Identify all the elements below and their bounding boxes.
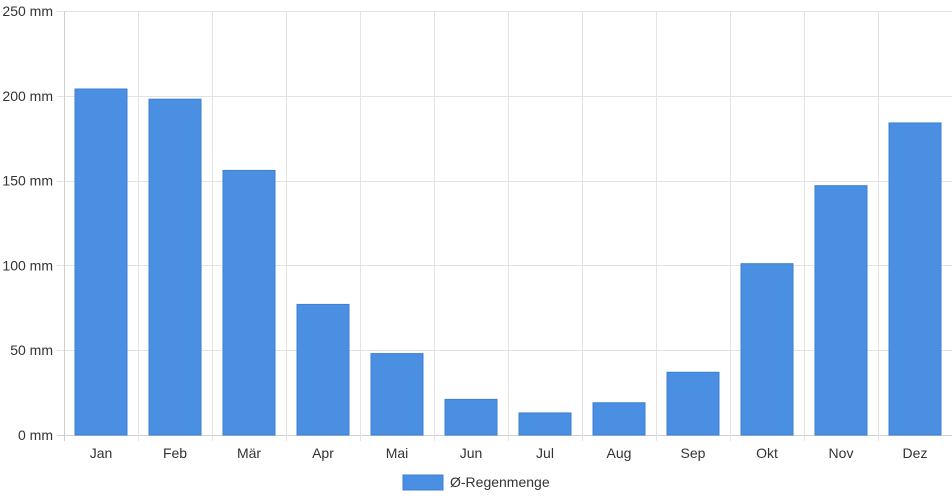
x-tick-label: Mai (386, 445, 409, 461)
bar-nov[interactable] (814, 185, 868, 436)
bar-sep[interactable] (666, 371, 720, 436)
legend[interactable]: Ø-Regenmenge (402, 474, 550, 491)
legend-label[interactable]: Ø-Regenmenge (450, 474, 550, 490)
bar-feb[interactable] (148, 98, 202, 436)
x-tick-label: Mär (237, 445, 261, 461)
x-tick-label: Nov (829, 445, 854, 461)
bar-series (74, 88, 942, 436)
y-tick-label: 150 mm (2, 173, 53, 189)
bar-aug[interactable] (592, 402, 646, 436)
bar-mai[interactable] (370, 353, 424, 436)
y-tick-label: 250 mm (2, 3, 53, 19)
x-tick-label: Sep (681, 445, 706, 461)
x-tick-label: Jul (536, 445, 554, 461)
x-axis-ticks: Jan Feb Mär Apr Mai Jun Jul Aug Sep Okt Nov Dez (90, 445, 928, 461)
x-tick-label: Jan (90, 445, 113, 461)
x-tick-label: Feb (163, 445, 187, 461)
y-tick-label: 200 mm (2, 88, 53, 104)
grid-lines (57, 11, 952, 441)
bar-apr[interactable] (296, 303, 350, 436)
bar-jan[interactable] (74, 88, 128, 436)
x-tick-label: Dez (903, 445, 928, 461)
x-tick-label: Apr (312, 445, 334, 461)
bar-okt[interactable] (740, 263, 794, 436)
bar-jun[interactable] (444, 398, 498, 436)
y-tick-label: 0 mm (18, 427, 53, 443)
y-tick-label: 100 mm (2, 257, 53, 273)
bar-mär[interactable] (222, 169, 276, 436)
x-tick-label: Aug (607, 445, 632, 461)
bar-dez[interactable] (888, 122, 942, 436)
x-tick-label: Jun (460, 445, 483, 461)
legend-swatch[interactable] (402, 474, 444, 491)
bar-jul[interactable] (518, 412, 572, 436)
x-tick-label: Okt (756, 445, 778, 461)
y-tick-label: 50 mm (10, 342, 53, 358)
y-axis-ticks: 0 mm 50 mm 100 mm 150 mm 200 mm 250 mm (2, 3, 53, 443)
